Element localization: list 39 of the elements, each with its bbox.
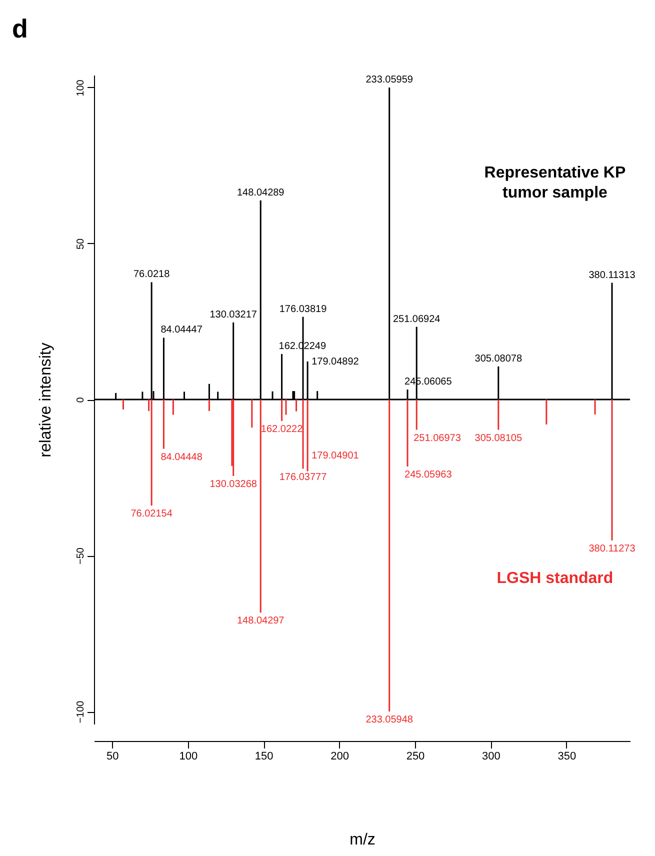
- x-tick-label: 350: [558, 750, 576, 762]
- annotation: 176.03777: [279, 472, 328, 483]
- y-tick-label: 0: [76, 396, 86, 403]
- x-axis-title: m/z: [350, 832, 376, 848]
- annotation: 245.05963: [404, 470, 452, 481]
- x-tick-label: 50: [106, 750, 119, 762]
- annotation: 130.03268: [210, 478, 258, 490]
- annotation: 84.04448: [160, 452, 203, 463]
- annotation: 380.11273: [588, 544, 636, 555]
- y-tick-label: −50: [76, 547, 86, 564]
- x-tick-label: 300: [482, 750, 500, 762]
- annotation: 76.02154: [130, 508, 173, 520]
- annotation: 233.05948: [366, 714, 414, 726]
- annotation: 233.05959: [366, 74, 414, 86]
- annotation: 130.03217: [210, 309, 258, 320]
- chart-title: d: [12, 13, 28, 44]
- annotation: 251.06973: [414, 432, 462, 444]
- annotation: 305.08105: [474, 432, 522, 444]
- y-axis-title: relative intensity: [38, 342, 54, 458]
- annotation: 179.04892: [312, 356, 360, 368]
- annotation: 179.04901: [312, 450, 360, 462]
- annotation: 380.11313: [588, 270, 636, 281]
- x-tick-label: 200: [330, 750, 349, 762]
- annotation: 76.0218: [133, 269, 170, 280]
- annotation: 176.03819: [279, 304, 328, 315]
- annotation: 148.04289: [236, 187, 285, 198]
- x-tick-label: 100: [179, 750, 198, 762]
- x-tick-label: 250: [406, 750, 425, 762]
- y-tick-label: −100: [76, 700, 86, 724]
- x-tick-label: 150: [254, 750, 274, 762]
- text: Representative KP tumor sample: [484, 164, 626, 202]
- y-tick-label: 50: [76, 238, 86, 250]
- y-tick-label: 100: [76, 79, 86, 96]
- annotation: 251.06924: [392, 314, 441, 325]
- series-label: LGSH standard: [496, 570, 614, 587]
- annotation: 84.04447: [160, 324, 203, 336]
- annotation: 162.0222: [260, 424, 304, 436]
- annotation: 305.08078: [474, 353, 522, 364]
- annotation: 148.04297: [236, 616, 285, 627]
